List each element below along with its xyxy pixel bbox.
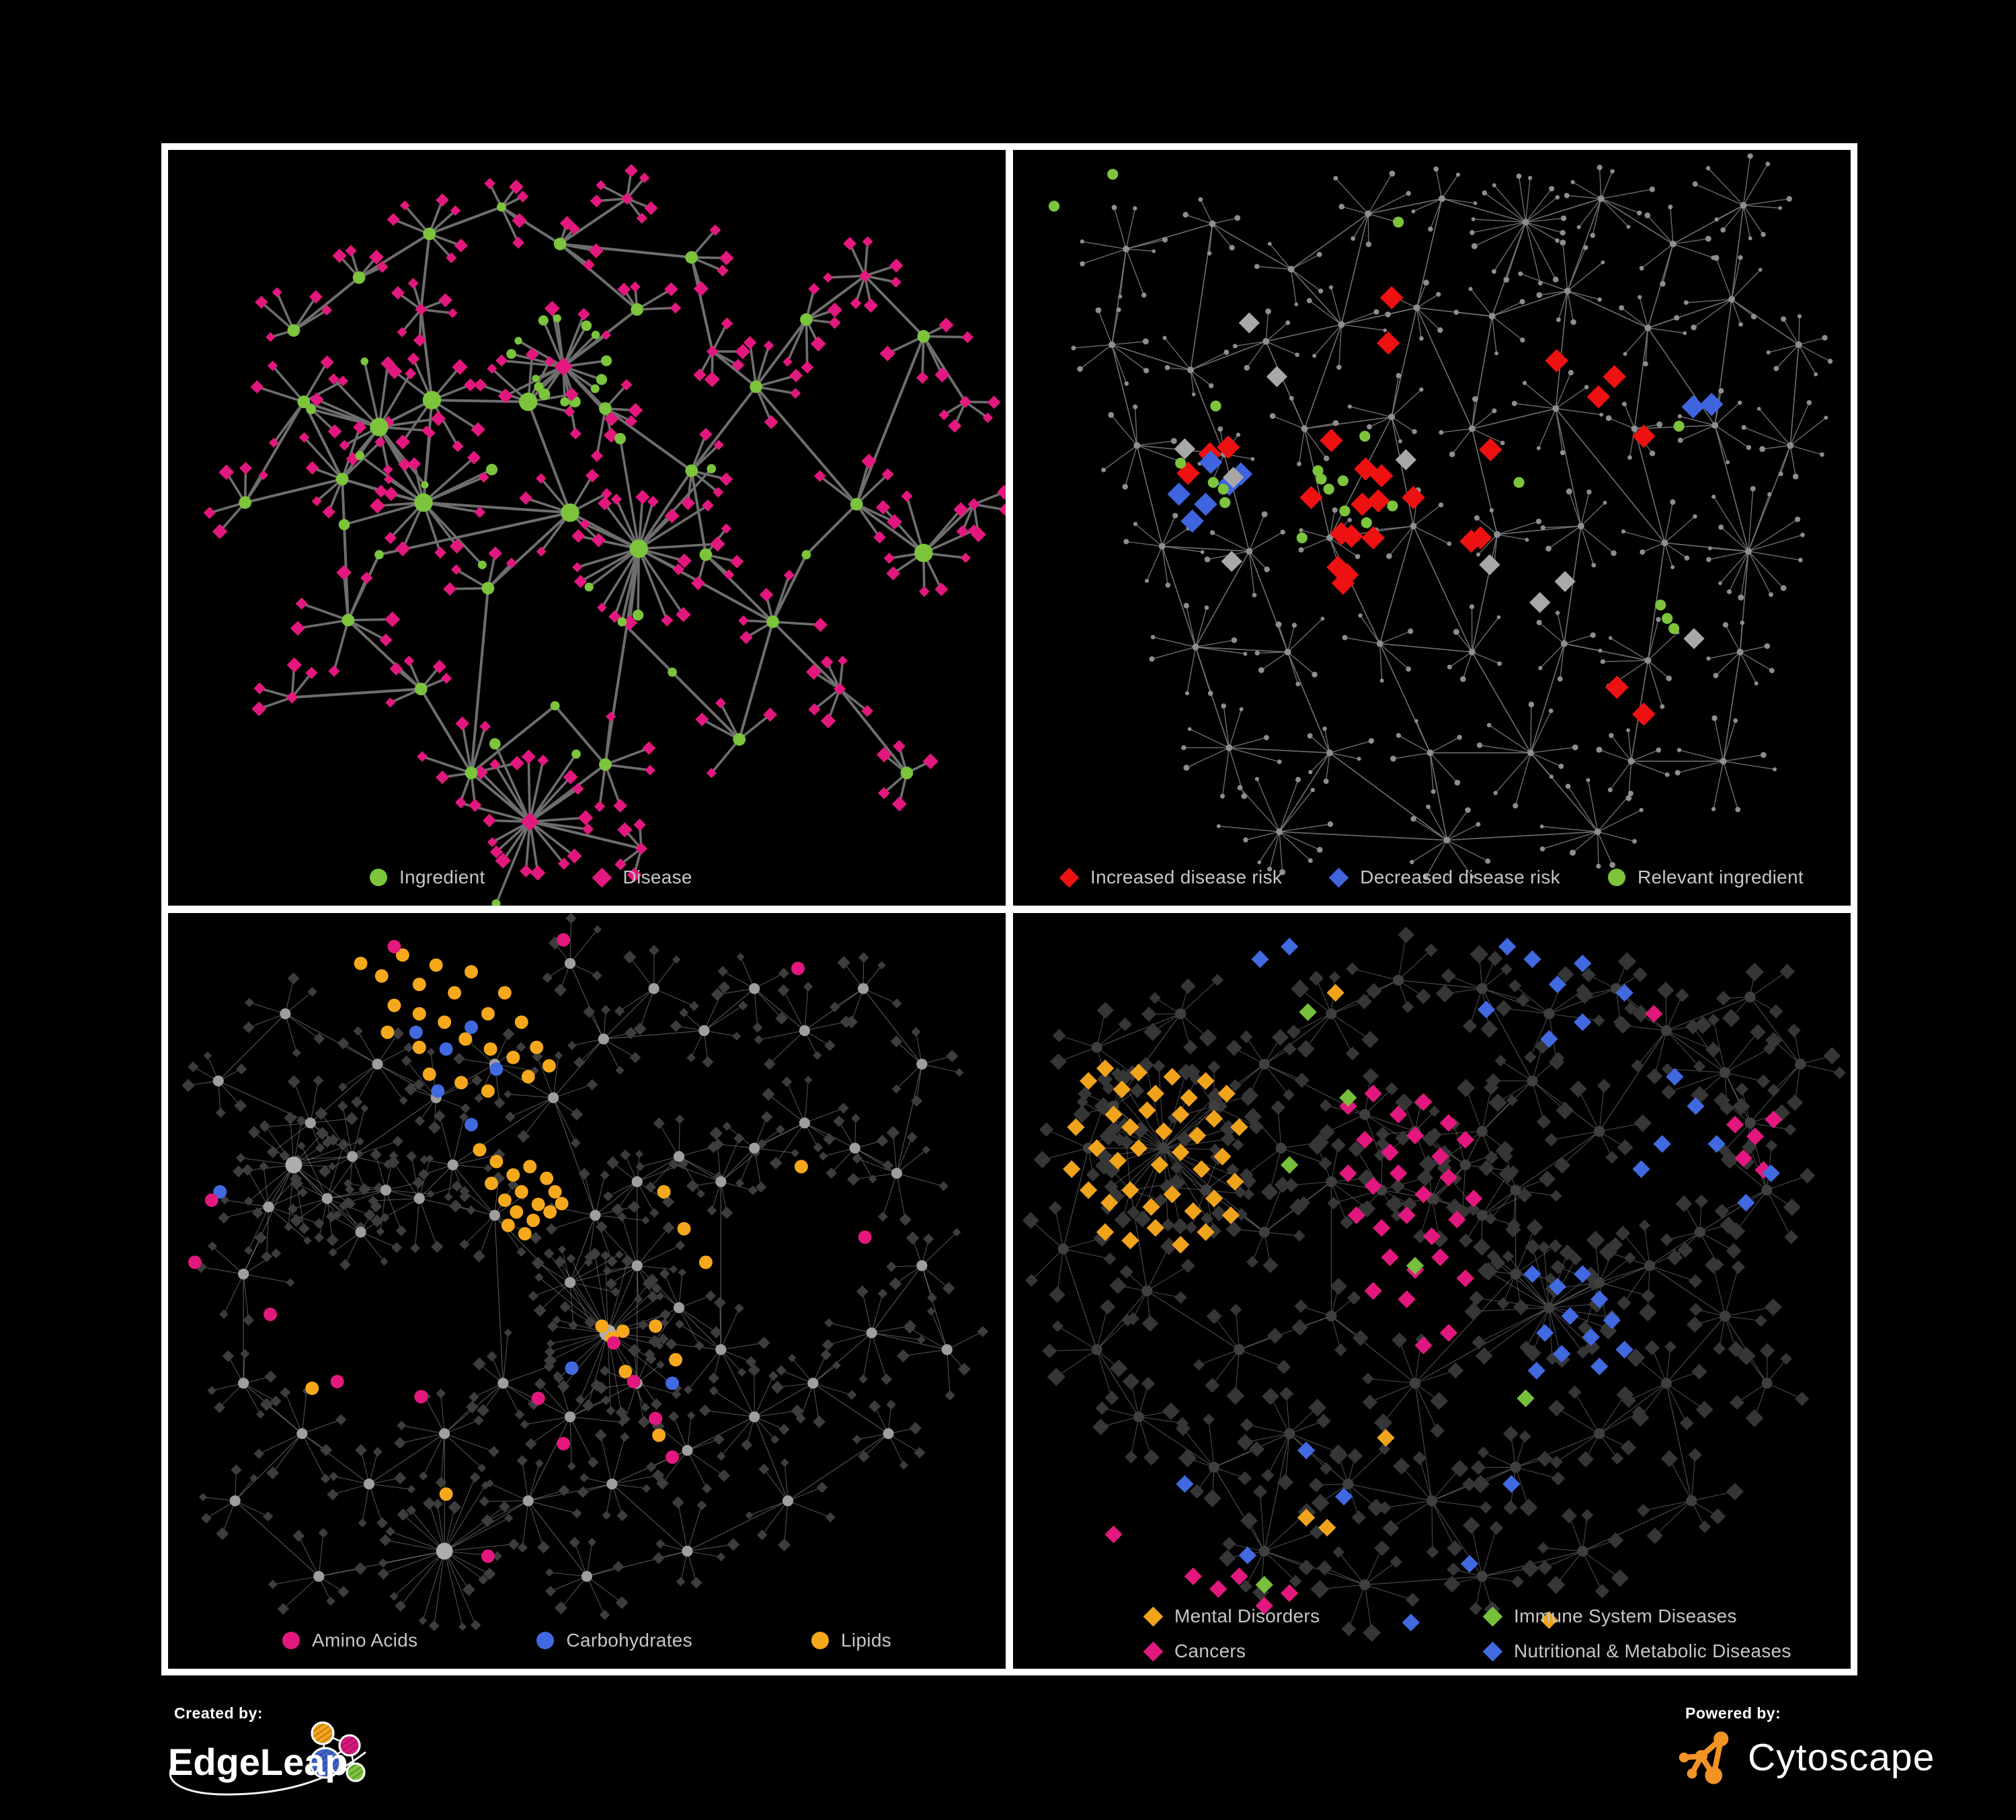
legend-label-mental-disorders: Mental Disorders [1174, 1606, 1320, 1626]
legend-item-immune-system-diseases: Immune System Diseases [1482, 1606, 1791, 1627]
legend-item-lipids: Lipids [811, 1630, 891, 1651]
legend-label-cancers: Cancers [1174, 1640, 1246, 1661]
ingredient-circle-icon [370, 869, 387, 886]
cytoscape-wordmark: Cytoscape [1748, 1736, 1935, 1779]
legend-item-ingredient: Ingredient [370, 867, 485, 888]
disease-risk-legend: Increased disease risk Decreased disease… [1013, 867, 1851, 888]
macronutrient-network-graph [182, 913, 989, 1632]
cytoscape-icon [1679, 1731, 1729, 1784]
legend-item-cancers: Cancers [1143, 1640, 1484, 1662]
legend-item-disease: Disease [592, 867, 692, 888]
legend-label-decreased-risk: Decreased disease risk [1360, 867, 1560, 887]
edgeleap-network-nodes [309, 1721, 366, 1782]
macronutrient-legend: Amino Acids Carbohydrates Lipids [168, 1630, 1006, 1651]
created-by-label: Created by: [174, 1704, 264, 1722]
legend-item-relevant-ingredient: Relevant ingredient [1608, 867, 1804, 888]
disease-risk-network-graph [1048, 153, 1833, 881]
legend-label-immune-system-diseases: Immune System Diseases [1514, 1606, 1737, 1626]
ingredient-disease-network-graph [203, 163, 1006, 906]
disease-category-legend: Mental Disorders Immune System Diseases … [1143, 1606, 1851, 1662]
increased-risk-diamond-icon [1059, 867, 1080, 887]
panel-macronutrients: Amino Acids Carbohydrates Lipids [168, 913, 1006, 1669]
legend-item-decreased-risk: Decreased disease risk [1328, 867, 1560, 888]
legend-label-carbohydrates: Carbohydrates [566, 1630, 692, 1651]
panel-ingredient-disease: Ingredient Disease [168, 150, 1006, 906]
carbohydrates-circle-icon [536, 1632, 555, 1649]
legend-label-amino-acids: Amino Acids [312, 1630, 418, 1651]
edgeleap-logo: EdgeLeap [168, 1721, 366, 1796]
legend-label-lipids: Lipids [841, 1630, 891, 1651]
nutritional-metabolic-diamond-icon [1482, 1641, 1503, 1661]
disease-diamond-icon [592, 867, 612, 887]
relevant-ingredient-circle-icon [1608, 869, 1626, 886]
decreased-risk-diamond-icon [1328, 867, 1349, 887]
legend-item-mental-disorders: Mental Disorders [1143, 1606, 1484, 1627]
immune-system-diseases-diamond-icon [1482, 1606, 1503, 1626]
amino-acids-circle-icon [282, 1632, 300, 1649]
panel-disease-categories: Mental Disorders Immune System Diseases … [1013, 913, 1851, 1669]
disease-category-network-graph [1022, 926, 1846, 1643]
cancers-diamond-icon [1143, 1641, 1164, 1661]
legend-item-increased-risk: Increased disease risk [1059, 867, 1283, 888]
legend-label-ingredient: Ingredient [399, 867, 485, 887]
legend-label-increased-risk: Increased disease risk [1090, 867, 1283, 887]
cytoscape-logo: Cytoscape [1677, 1727, 1935, 1788]
legend-label-relevant-ingredient: Relevant ingredient [1638, 867, 1804, 887]
ingredient-disease-legend: Ingredient Disease [168, 867, 1006, 888]
legend-item-carbohydrates: Carbohydrates [536, 1630, 692, 1651]
legend-label-disease: Disease [622, 867, 692, 887]
legend-item-amino-acids: Amino Acids [282, 1630, 417, 1651]
legend-item-nutritional-metabolic-diseases: Nutritional & Metabolic Diseases [1482, 1640, 1791, 1662]
legend-label-nutritional-metabolic: Nutritional & Metabolic Diseases [1514, 1640, 1791, 1661]
mental-disorders-diamond-icon [1143, 1606, 1164, 1626]
lipids-circle-icon [811, 1632, 830, 1649]
figure-grid: Ingredient Disease Increased disease ris… [161, 143, 1857, 1675]
edgeleap-wordmark: EdgeLeap [168, 1741, 348, 1783]
panel-disease-risk: Increased disease risk Decreased disease… [1013, 150, 1851, 906]
powered-by-label: Powered by: [1685, 1704, 1781, 1722]
